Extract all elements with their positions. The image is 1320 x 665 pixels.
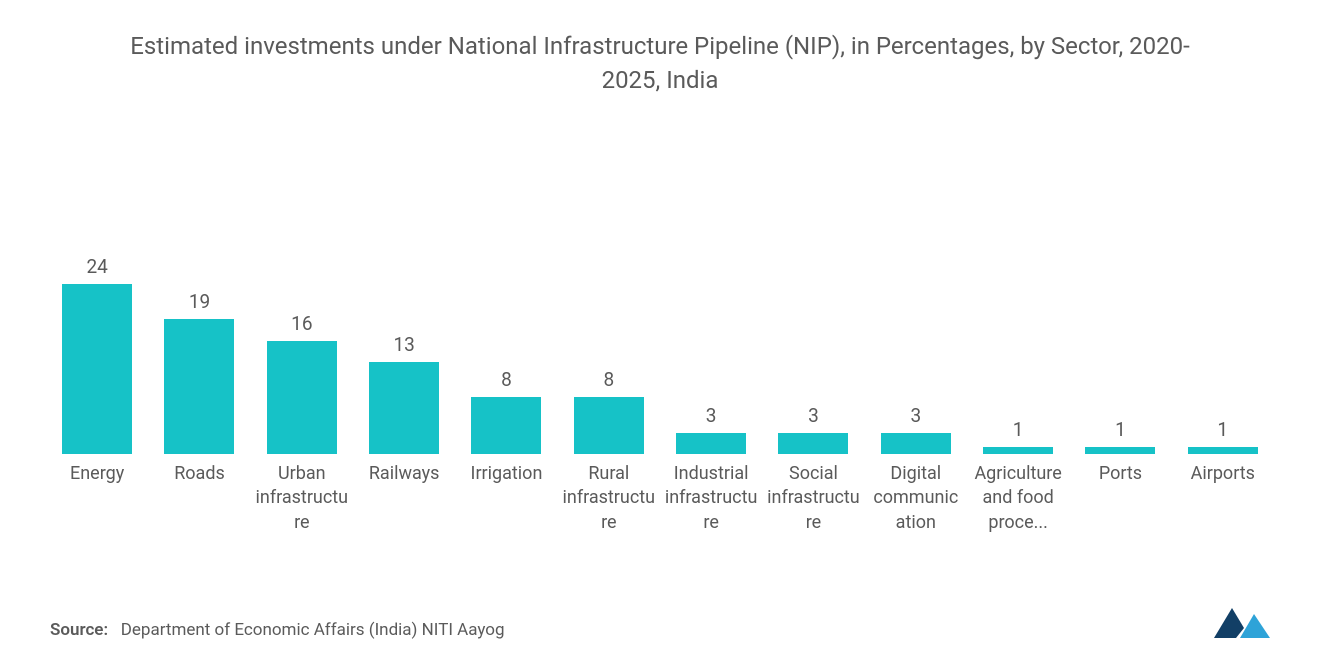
bar-category-label: Urban infrastructure xyxy=(255,462,349,592)
bar-group: 3 Digital communication xyxy=(869,404,963,592)
bar-group: 24 Energy xyxy=(50,255,144,592)
bar xyxy=(164,319,234,454)
bar-group: 13 Railways xyxy=(357,333,451,592)
bar-category-label: Agriculture and food proce... xyxy=(971,462,1065,592)
bar-group: 19 Roads xyxy=(152,290,246,592)
bar-category-label: Rural infrastructure xyxy=(562,462,656,592)
bar-value-label: 1 xyxy=(1115,418,1126,441)
bar-category-label: Irrigation xyxy=(459,462,553,592)
bar-value-label: 3 xyxy=(910,404,921,427)
bar-value-label: 1 xyxy=(1217,418,1228,441)
bar-value-label: 19 xyxy=(189,290,210,313)
bar-group: 8 Rural infrastructure xyxy=(562,368,656,592)
bar xyxy=(369,362,439,454)
logo-shape-left xyxy=(1214,608,1244,638)
bar xyxy=(983,447,1053,454)
bar-category-label: Industrial infrastructure xyxy=(664,462,758,592)
bar xyxy=(62,284,132,454)
bar-value-label: 24 xyxy=(86,255,107,278)
bar xyxy=(574,397,644,454)
brand-logo xyxy=(1214,602,1270,640)
bar-category-label: Energy xyxy=(50,462,144,592)
bar-group: 16 Urban infrastructure xyxy=(255,312,349,592)
bar xyxy=(676,433,746,454)
chart-footer: Source: Department of Economic Affairs (… xyxy=(40,592,1280,645)
bar xyxy=(1085,447,1155,454)
bar xyxy=(267,341,337,454)
chart-plot-area: 24Energy19Roads16Urban infrastructure13R… xyxy=(40,127,1280,592)
bar-value-label: 1 xyxy=(1013,418,1024,441)
bar-group: 8 Irrigation xyxy=(459,368,553,592)
bar-value-label: 8 xyxy=(603,368,614,391)
bar-group: 3 Industrial infrastructure xyxy=(664,404,758,592)
bar-value-label: 16 xyxy=(291,312,312,335)
bar-value-label: 8 xyxy=(501,368,512,391)
source-label: Source: xyxy=(50,620,108,640)
bar-category-label: Roads xyxy=(152,462,246,592)
chart-source: Source: Department of Economic Affairs (… xyxy=(50,620,505,640)
bar-value-label: 13 xyxy=(393,333,414,356)
chart-title: Estimated investments under National Inf… xyxy=(40,20,1280,127)
bar-value-label: 3 xyxy=(706,404,717,427)
bar-category-label: Ports xyxy=(1073,462,1167,592)
bar xyxy=(881,433,951,454)
bar-category-label: Social infrastructure xyxy=(766,462,860,592)
bar-category-label: Railways xyxy=(357,462,451,592)
bar-group: 3 Social infrastructure xyxy=(766,404,860,592)
bar xyxy=(778,433,848,454)
bar-group: 1 Agriculture and food proce... xyxy=(971,418,1065,592)
bar-category-label: Airports xyxy=(1176,462,1270,592)
source-text: Department of Economic Affairs (India) N… xyxy=(121,620,505,640)
bar xyxy=(1188,447,1258,454)
bar-category-label: Digital communication xyxy=(869,462,963,592)
bar xyxy=(471,397,541,454)
bar-group: 1 Ports xyxy=(1073,418,1167,592)
bar-value-label: 3 xyxy=(808,404,819,427)
chart-container: Estimated investments under National Inf… xyxy=(0,0,1320,665)
bar-group: 1 Airports xyxy=(1176,418,1270,592)
logo-shape-right xyxy=(1240,614,1270,638)
